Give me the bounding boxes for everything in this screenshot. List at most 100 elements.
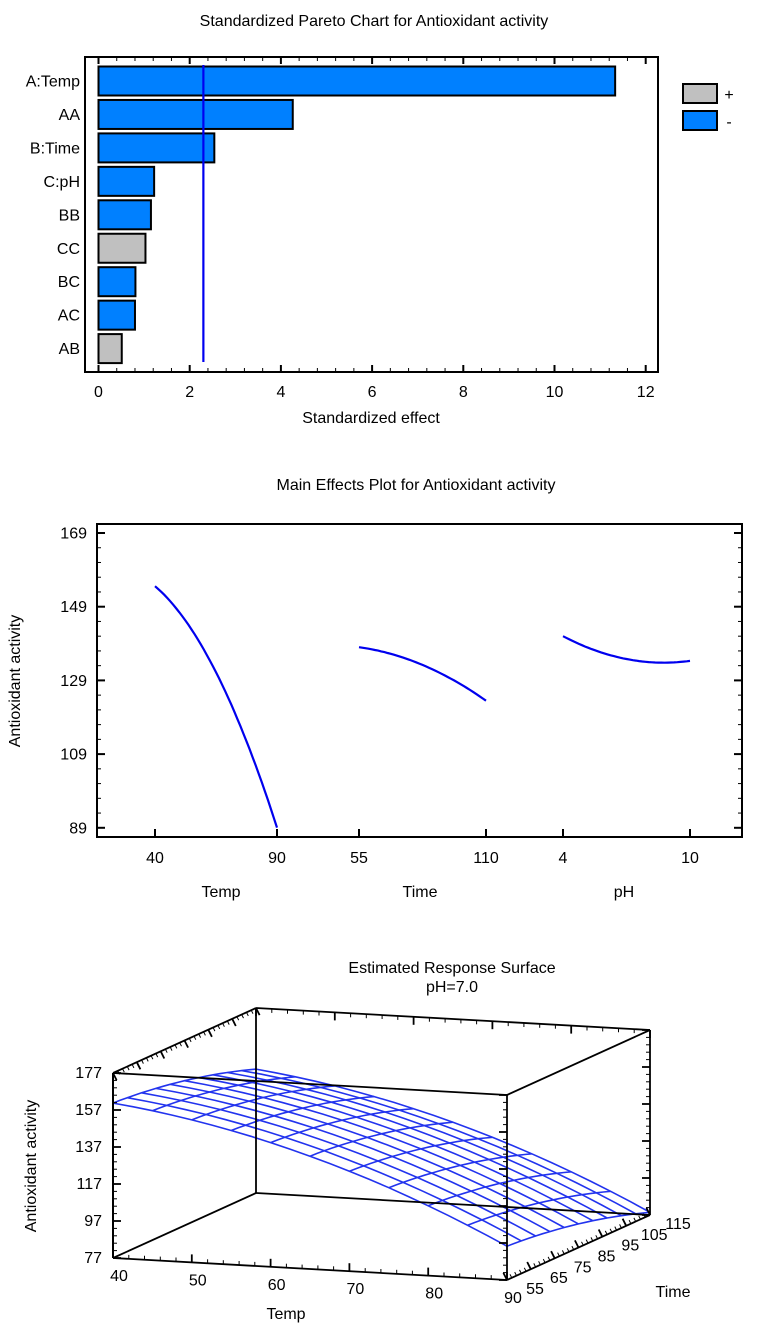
- tick-label: 90: [504, 1290, 522, 1307]
- legend-label: +: [724, 87, 733, 104]
- pareto-bar-AB: [97, 333, 123, 365]
- legend-swatch-positive: [682, 83, 718, 104]
- main-effects-frame: [96, 523, 743, 838]
- tick-label: 2: [185, 384, 194, 401]
- pareto-category-label: C:pH: [44, 174, 80, 191]
- tick-label: 40: [110, 1268, 128, 1285]
- pareto-bar-C:pH: [97, 165, 156, 197]
- mesh-line-time: [198, 1076, 594, 1222]
- main-effects-chart: 89 109 129 149 169 Antioxidant activity 40 90 Te…: [7, 523, 743, 901]
- pareto-bar-B:Time: [97, 132, 216, 164]
- tick-label: 97: [84, 1213, 102, 1230]
- pareto-bar-BC: [97, 266, 137, 298]
- tick-label: 89: [69, 820, 87, 837]
- tick-label: 177: [75, 1065, 102, 1082]
- main-effects-x-axis: 40 90 Temp 55 110 Time 4 10 pH: [146, 829, 699, 901]
- tick-label: 157: [75, 1102, 102, 1119]
- main-effects-factor-label-Temp: Temp: [201, 884, 240, 901]
- main-effects-y-axis-title: Antioxidant activity: [7, 615, 24, 748]
- mesh-line-temp: [349, 1136, 493, 1172]
- main-effects-title: Main Effects Plot for Antioxidant activi…: [277, 477, 556, 494]
- legend-label: -: [726, 114, 731, 131]
- tick-label: 169: [60, 526, 87, 543]
- pareto-x-axis-title: Standardized effect: [302, 410, 440, 427]
- pareto-x-ticks: 0 2 4 6 8 10 12: [94, 57, 655, 401]
- surface-title: Estimated Response Surface: [348, 960, 555, 977]
- surface-x-axis-title: Temp: [266, 1306, 305, 1323]
- main-effects-curves: [154, 585, 691, 828]
- pareto-bar-BB: [97, 199, 152, 231]
- tick-label: 149: [60, 599, 87, 616]
- surface-ticks: 77 97 117 137 157 177: [75, 1007, 651, 1281]
- main-effects-factor-label-pH: pH: [614, 884, 634, 901]
- response-surface-chart: 77 97 117 137 157 177 40 50 60 70 80 90 Temp 55 65 75 85…: [23, 1007, 691, 1323]
- pareto-category-label: AB: [59, 341, 80, 358]
- pareto-category-label: CC: [57, 241, 80, 258]
- tick-label: 105: [641, 1227, 668, 1244]
- main-effects-factor-label-Time: Time: [403, 884, 438, 901]
- mesh-line-time: [184, 1079, 579, 1225]
- tick-label: 109: [60, 747, 87, 764]
- main-effect-curve-Time: [358, 646, 487, 702]
- main-effect-curve-pH: [562, 635, 691, 664]
- main-effect-curve-Temp: [154, 585, 279, 828]
- tick-label: 110: [473, 850, 499, 867]
- tick-label: 60: [268, 1277, 286, 1294]
- mesh-line-time: [141, 1092, 536, 1237]
- pareto-legend: +-: [682, 83, 734, 131]
- tick-label: 115: [665, 1216, 691, 1233]
- tick-label: 4: [276, 384, 285, 401]
- surface-subtitle: pH=7.0: [426, 979, 478, 996]
- mesh-line-time: [255, 1068, 651, 1214]
- tick-label: 85: [598, 1249, 616, 1266]
- tick-label: 70: [347, 1281, 365, 1298]
- pareto-bar-AC: [97, 299, 136, 331]
- tick-label: 55: [350, 850, 368, 867]
- main-effects-y-axis: 89 109 129 149 169: [60, 526, 742, 837]
- tick-label: 12: [637, 384, 655, 401]
- tick-label: 50: [189, 1272, 207, 1289]
- tick-label: 129: [60, 673, 87, 690]
- mesh-line-time: [212, 1074, 608, 1219]
- mesh-line-time: [170, 1083, 565, 1229]
- tick-label: 80: [425, 1286, 443, 1303]
- tick-label: 95: [621, 1238, 639, 1255]
- mesh-line-time: [112, 1102, 508, 1247]
- pareto-bars: A:Temp AA B:Time C:pH BB CC BC AC AB: [26, 65, 617, 365]
- pareto-category-label: BC: [58, 274, 80, 291]
- pareto-bar-A:Temp: [97, 65, 617, 97]
- tick-label: 10: [546, 384, 564, 401]
- tick-label: 137: [75, 1139, 102, 1156]
- tick-label: 117: [76, 1176, 102, 1193]
- mesh-line-time: [127, 1096, 522, 1242]
- pareto-category-label: BB: [59, 207, 80, 224]
- tick-label: 90: [268, 850, 286, 867]
- pareto-category-label: AA: [59, 107, 81, 124]
- pareto-chart: 0 2 4 6 8 10 12 Standardized effect A:Temp AA B:Ti…: [26, 56, 734, 427]
- tick-label: 55: [526, 1281, 544, 1298]
- tick-label: 8: [459, 384, 468, 401]
- mesh-line-temp: [388, 1153, 532, 1189]
- pareto-title: Standardized Pareto Chart for Antioxidan…: [200, 13, 549, 30]
- tick-label: 65: [550, 1270, 568, 1287]
- pareto-category-label: B:Time: [30, 140, 80, 157]
- mesh-line-time: [227, 1071, 622, 1217]
- tick-label: 6: [368, 384, 377, 401]
- surface-y-axis-title: Time: [656, 1284, 691, 1301]
- surface-z-axis-title: Antioxidant activity: [23, 1100, 40, 1233]
- pareto-bar-CC: [97, 232, 147, 264]
- pareto-category-label: A:Temp: [26, 74, 80, 91]
- mesh-line-time: [155, 1087, 551, 1233]
- mesh-line-temp: [309, 1121, 454, 1157]
- surface-box: [112, 1007, 651, 1281]
- pareto-bar-AA: [97, 98, 294, 130]
- tick-label: 75: [574, 1259, 592, 1276]
- tick-label: 77: [84, 1250, 102, 1267]
- tick-label: 40: [146, 850, 164, 867]
- pareto-category-label: AC: [58, 308, 80, 325]
- tick-label: 10: [681, 850, 699, 867]
- surface-mesh: [112, 1068, 651, 1247]
